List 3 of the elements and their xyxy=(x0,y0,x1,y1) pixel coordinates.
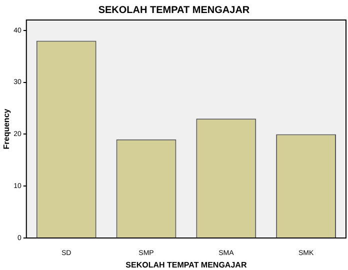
chart-title: SEKOLAH TEMPAT MENGAJAR xyxy=(98,4,250,16)
y-axis-title: Frequency xyxy=(2,108,12,150)
x-axis-title: SEKOLAH TEMPAT MENGAJAR xyxy=(126,260,247,270)
